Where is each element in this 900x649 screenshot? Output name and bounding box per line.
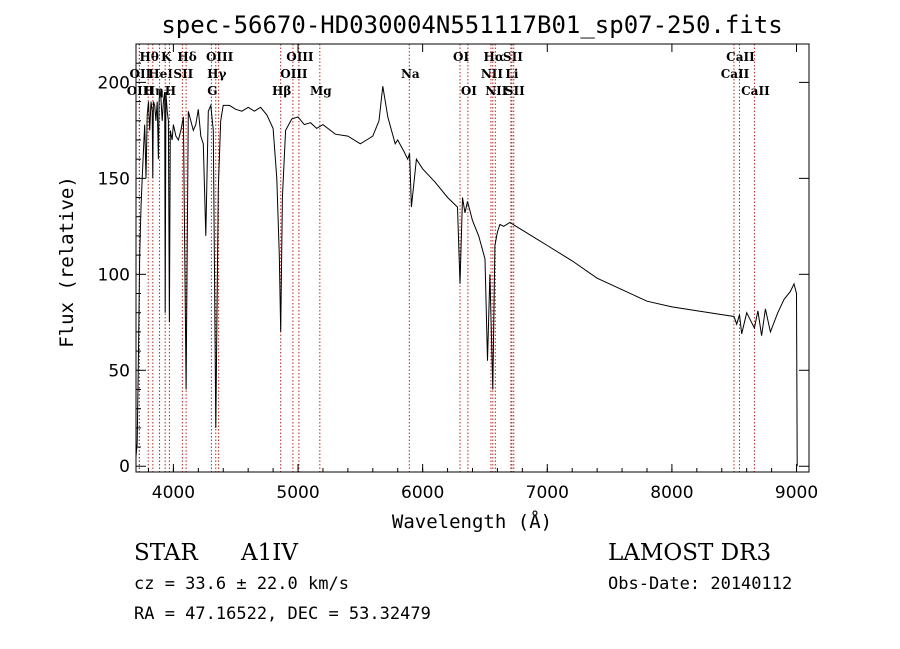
spectrum-line — [135, 86, 798, 467]
sky-coordinates: RA = 47.16522, DEC = 53.32479 — [134, 604, 431, 624]
x-tick-label: 8000 — [650, 483, 693, 503]
marker-label: Hδ — [177, 50, 196, 64]
survey-name: LAMOST DR3 — [608, 540, 771, 566]
x-axis-label: Wavelength (Å) — [392, 510, 552, 533]
marker-label: OI — [461, 84, 477, 98]
x-tick-label: 5000 — [276, 483, 319, 503]
y-axis-label: Flux (relative) — [56, 176, 78, 348]
marker-label: H — [165, 84, 176, 98]
marker-label: CaII — [741, 84, 770, 98]
marker-label: NII — [481, 67, 504, 81]
object-type: STAR — [134, 540, 198, 566]
marker-label: OII — [130, 67, 152, 81]
plot-frame — [135, 43, 810, 473]
marker-label: OI — [453, 50, 469, 64]
redshift-velocity: cz = 33.6 ± 22.0 km/s — [134, 574, 349, 594]
y-tick-label: 100 — [98, 265, 130, 285]
x-axis-ticks: 4000 5000 6000 7000 8000 9000 — [147, 44, 818, 503]
marker-label: OIII — [286, 50, 314, 64]
y-tick-label: 200 — [98, 73, 130, 93]
x-tick-label: 9000 — [775, 483, 818, 503]
x-tick-label: 6000 — [401, 483, 444, 503]
marker-label: Hα — [484, 50, 505, 64]
x-tick-label: 7000 — [526, 483, 569, 503]
marker-label: HeI — [148, 67, 173, 81]
marker-label: Hβ — [272, 84, 291, 98]
marker-label: CaII — [721, 67, 750, 81]
y-tick-label: 50 — [108, 361, 130, 381]
y-axis-ticks: 0 50 100 150 200 — [98, 62, 809, 477]
y-tick-label: 0 — [119, 457, 130, 477]
marker-label: Li — [505, 67, 518, 81]
marker-label: Mg — [310, 84, 332, 98]
marker-label: OIII — [127, 84, 155, 98]
marker-label: K — [161, 50, 172, 64]
marker-label: Hθ — [140, 50, 159, 64]
marker-label: Na — [401, 67, 420, 81]
marker-label: G — [207, 84, 217, 98]
marker-label: OIII — [206, 50, 234, 64]
marker-label: Hγ — [207, 67, 226, 81]
marker-label: NII — [485, 84, 508, 98]
marker-label: OIII — [280, 67, 308, 81]
marker-label: Hη — [144, 84, 164, 98]
chart-title: spec-56670-HD030004N551117B01_sp07-250.f… — [161, 11, 782, 39]
marker-label: CaII — [726, 50, 755, 64]
x-tick-label: 4000 — [152, 483, 195, 503]
marker-label: SII — [503, 50, 523, 64]
y-tick-label: 150 — [98, 169, 130, 189]
marker-label: SII — [173, 67, 193, 81]
object-subclass: A1IV — [240, 540, 298, 566]
marker-label: SII — [505, 84, 525, 98]
observation-date: Obs-Date: 20140112 — [608, 574, 792, 594]
